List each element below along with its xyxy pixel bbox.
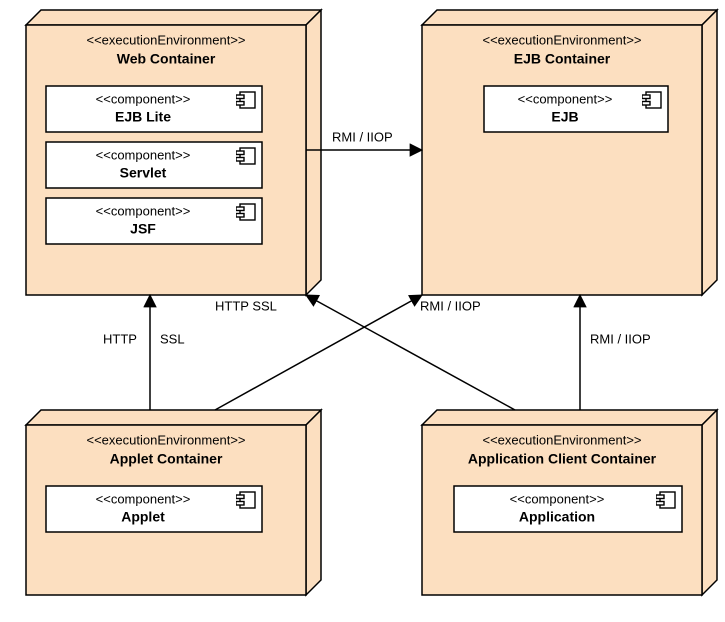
edge-web-ejb-label: RMI / IIOP — [332, 129, 393, 144]
node-appclient-stereotype: <<executionEnvironment>> — [483, 432, 642, 447]
component-applet-title: Applet — [121, 509, 165, 525]
component-appcomp-title: Application — [519, 509, 595, 525]
component-jsf-stereotype: <<component>> — [96, 203, 191, 218]
node-appletc-title: Applet Container — [110, 451, 223, 467]
node-ejb-title: EJB Container — [514, 51, 611, 67]
node-appletc-stereotype: <<executionEnvironment>> — [87, 432, 246, 447]
node-web: <<executionEnvironment>> Web Container <<c… — [26, 10, 321, 295]
component-ejbcomp-stereotype: <<component>> — [518, 91, 613, 106]
component-applet-stereotype: <<component>> — [96, 491, 191, 506]
node-appclient: <<executionEnvironment>> Application Clie… — [422, 410, 717, 595]
edge-appletc-web-label: HTTP — [103, 331, 137, 346]
node-appclient-title: Application Client Container — [468, 451, 657, 467]
component-ejblite-stereotype: <<component>> — [96, 91, 191, 106]
component-appcomp: <<component>> Application — [454, 486, 682, 532]
node-web-stereotype: <<executionEnvironment>> — [87, 32, 246, 47]
component-appcomp-stereotype: <<component>> — [510, 491, 605, 506]
component-jsf: <<component>> JSF — [46, 198, 262, 244]
edge-appclient-ejb-label: RMI / IIOP — [590, 331, 651, 346]
component-servlet: <<component>> Servlet — [46, 142, 262, 188]
component-ejbcomp: <<component>> EJB — [484, 86, 668, 132]
node-ejb-stereotype: <<executionEnvironment>> — [483, 32, 642, 47]
component-jsf-title: JSF — [130, 221, 156, 237]
node-ejb: <<executionEnvironment>> EJB Container <<c… — [422, 10, 717, 295]
component-applet: <<component>> Applet — [46, 486, 262, 532]
uml-deployment-diagram: <<executionEnvironment>> Web Container <<c… — [0, 0, 725, 622]
node-web-title: Web Container — [117, 51, 216, 67]
edge-appclient-web — [306, 295, 515, 410]
edge-appletc-ejb-label: HTTP SSL — [215, 298, 277, 313]
node-appletc: <<executionEnvironment>> Applet Container… — [26, 410, 321, 595]
component-ejbcomp-title: EJB — [551, 109, 578, 125]
edge-appclient-web-label: RMI / IIOP — [420, 298, 481, 313]
component-servlet-title: Servlet — [120, 165, 167, 181]
component-ejblite-title: EJB Lite — [115, 109, 171, 125]
edge-appletc-web-label2: SSL — [160, 331, 185, 346]
component-servlet-stereotype: <<component>> — [96, 147, 191, 162]
component-ejblite: <<component>> EJB Lite — [46, 86, 262, 132]
